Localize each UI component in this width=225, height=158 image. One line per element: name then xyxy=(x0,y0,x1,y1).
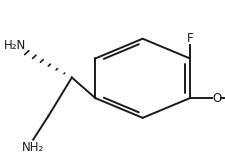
Text: H₂N: H₂N xyxy=(3,39,26,52)
Text: NH₂: NH₂ xyxy=(22,141,44,154)
Text: F: F xyxy=(186,32,193,45)
Text: O: O xyxy=(211,92,220,105)
